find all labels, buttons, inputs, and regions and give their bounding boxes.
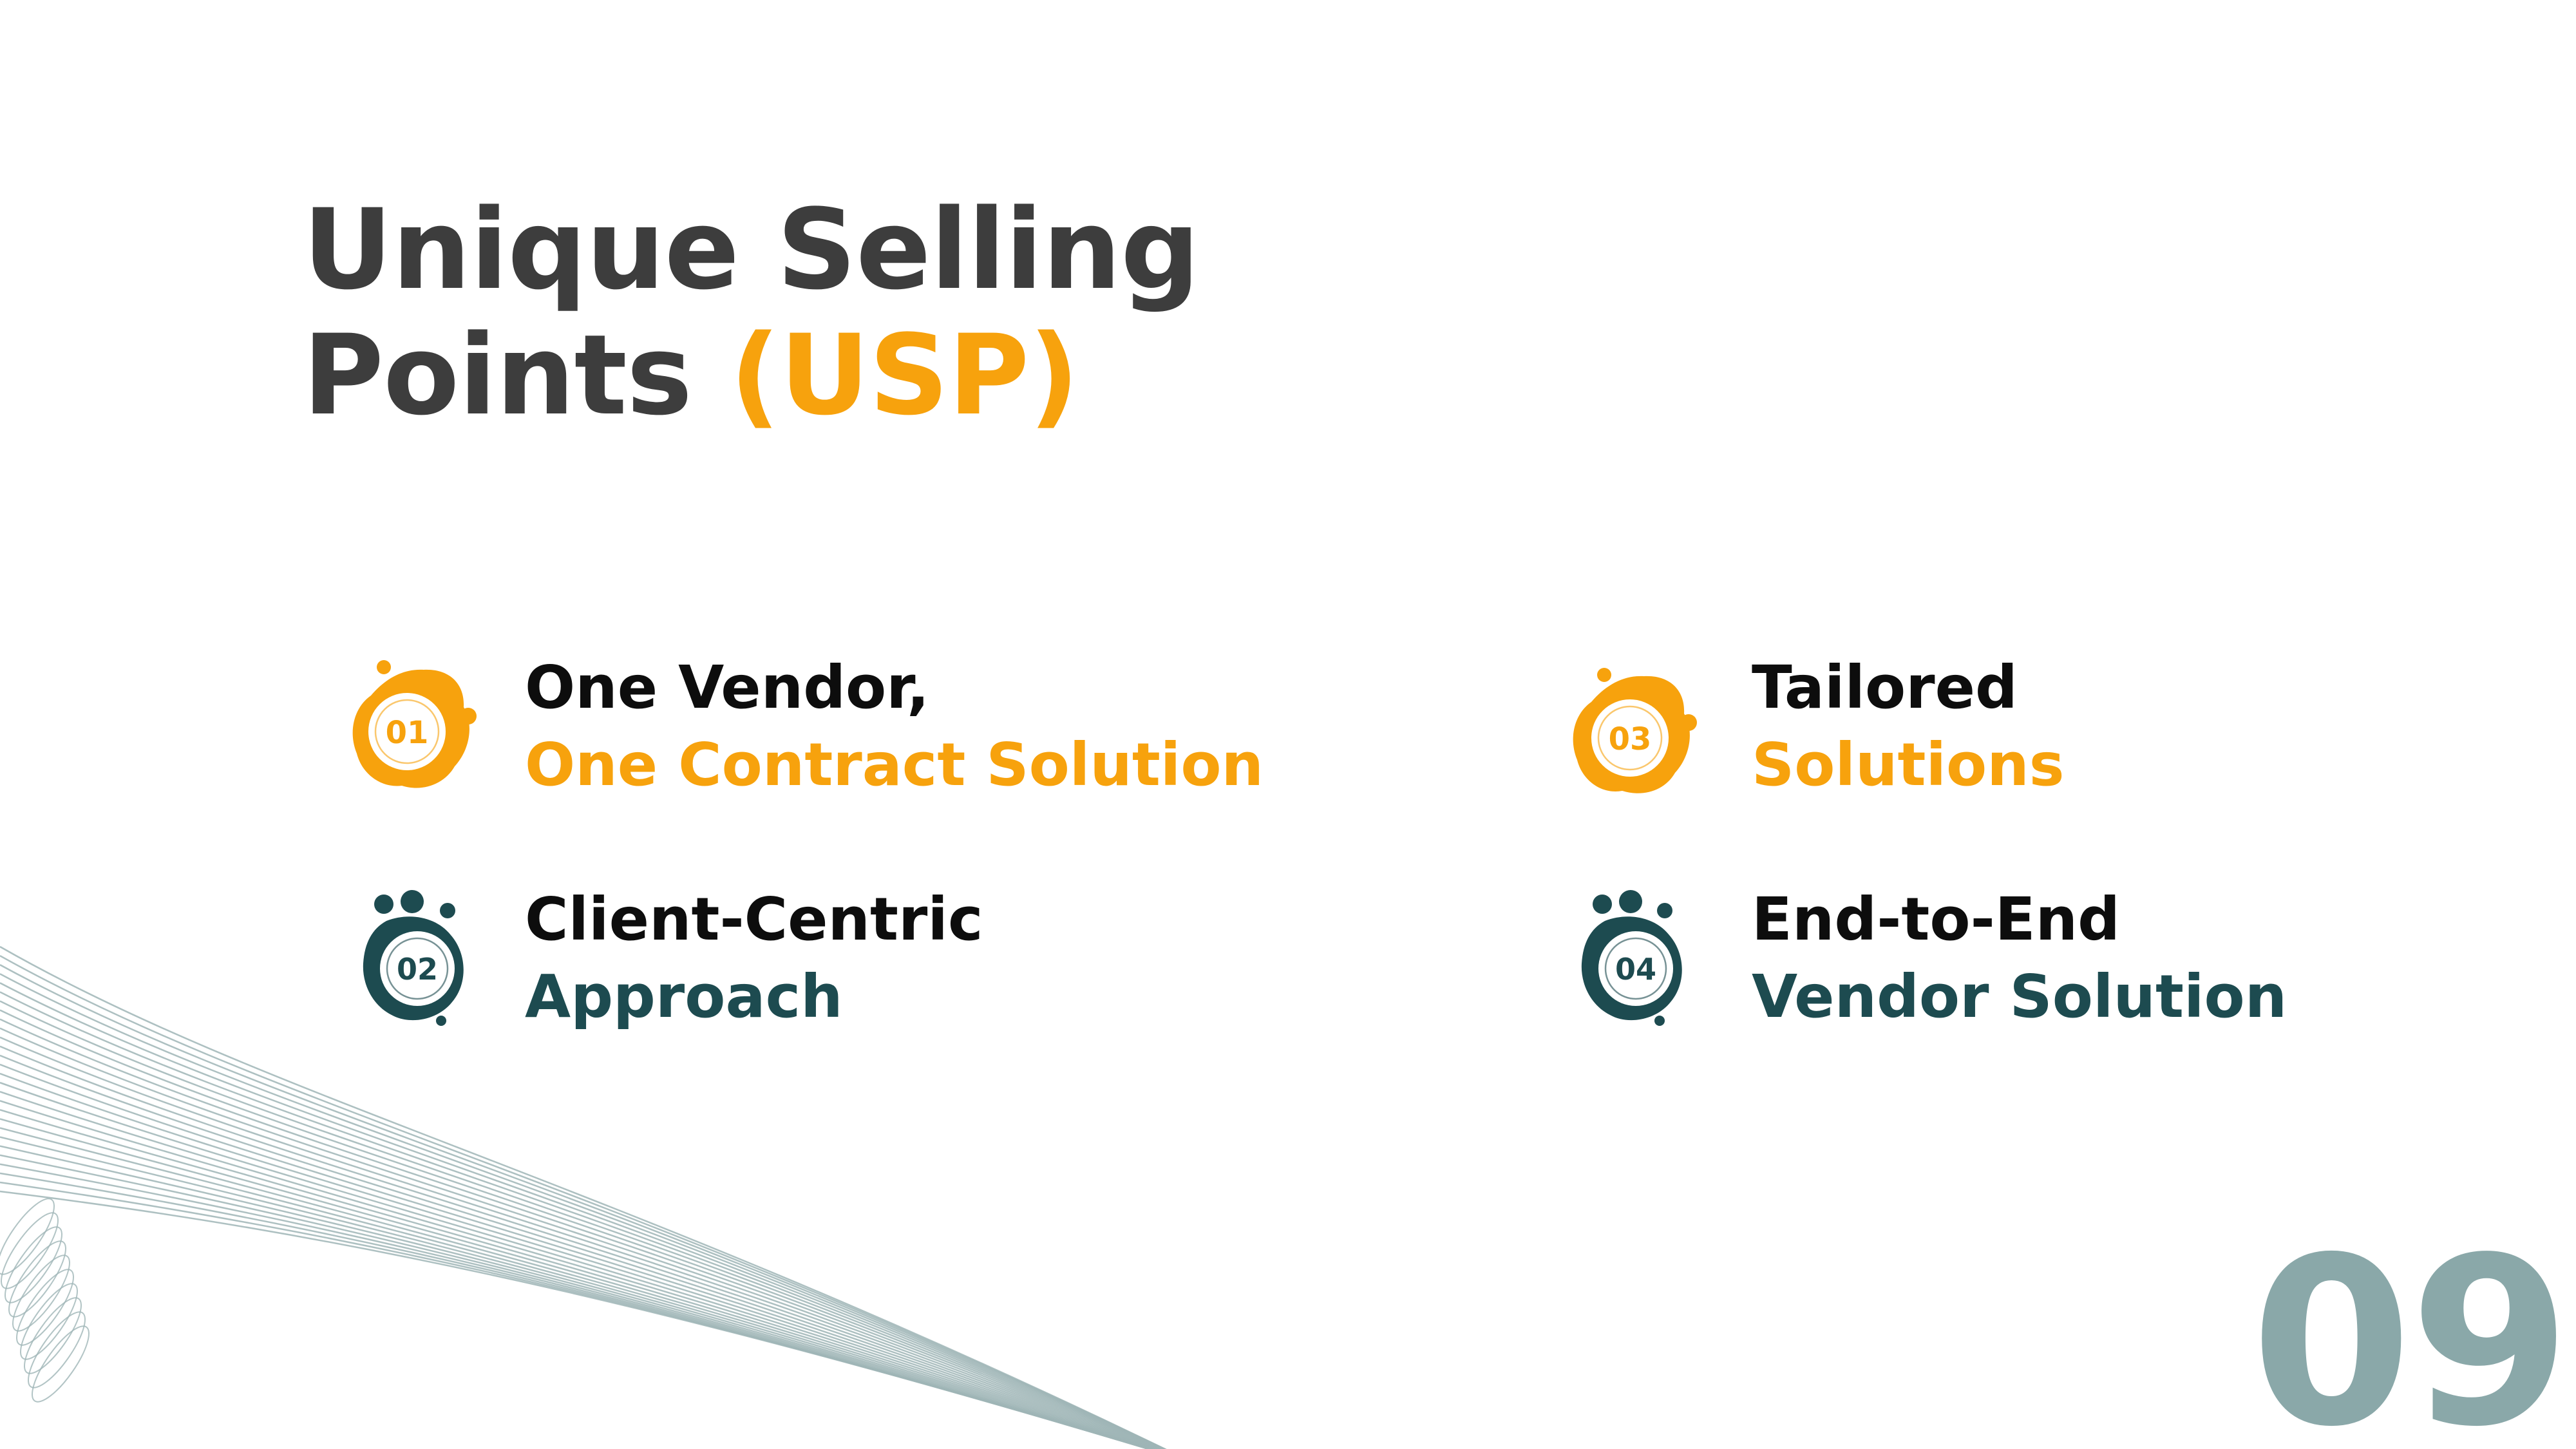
badge-number: 02 [397,952,438,987]
wave-line [0,1118,1155,1449]
wave-coil [31,1325,90,1403]
usp-text: Client-Centric Approach [525,881,983,1036]
wave-line [0,1109,1155,1449]
wave-coil [12,1255,71,1332]
badge-teal-icon: 04 [1581,890,1682,1026]
usp-line-1: Client-Centric [525,885,983,954]
wave-line [0,1018,1164,1449]
badge-number: 03 [1609,721,1652,757]
wave-line [0,973,1166,1449]
wave-line [0,1036,1162,1449]
wave-line [0,1000,1165,1449]
wave-coil [0,1212,59,1289]
usp-line-1: One Vendor, [525,653,930,722]
wave-coil [27,1311,86,1388]
usp-text: One Vendor, One Contract Solution [525,649,1264,804]
page-number: 09 [2251,1208,2571,1449]
wave-line [0,982,1166,1449]
wave-line [0,1072,1159,1449]
decorative-wave-lines [0,945,1167,1449]
wave-coil [23,1297,82,1374]
wave-line [0,945,1167,1449]
wave-coil [4,1226,63,1303]
wave-line [0,1136,1153,1449]
badge-teal-icon: 02 [363,890,464,1026]
title-line-1: Unique Selling [303,185,1200,314]
title-prefix: Points [303,310,692,440]
badge-orange-icon: 01 [352,660,477,788]
badge-number: 01 [386,715,429,751]
wave-coil [0,1198,55,1275]
usp-line-2: Solutions [1752,730,2065,799]
title-accent: (USP) [730,310,1079,440]
wave-line [0,1081,1158,1449]
usp-text: Tailored Solutions [1752,649,2064,804]
wave-line [0,1045,1161,1449]
wave-line [0,1054,1160,1449]
usp-line-2: Vendor Solution [1752,962,2287,1031]
wave-coil [15,1269,75,1346]
wave-line [0,1127,1153,1449]
usp-line-2: Approach [525,962,843,1031]
wave-line [0,1091,1157,1449]
usp-line-1: End-to-End [1752,885,2120,954]
wave-coil [8,1240,67,1318]
wave-line [0,1063,1160,1449]
wave-line [0,1027,1163,1449]
usp-text: End-to-End Vendor Solution [1752,881,2287,1036]
title-line-2: Points (USP) [303,312,1199,438]
wave-line [0,991,1166,1449]
wave-coil [19,1283,79,1360]
badge-number: 04 [1615,952,1656,987]
usp-line-2: One Contract Solution [525,730,1264,799]
wave-line [0,954,1167,1449]
usp-line-1: Tailored [1752,653,2018,722]
wave-line [0,1190,1151,1449]
wave-line [0,1100,1156,1449]
badge-orange-icon: 03 [1573,668,1697,793]
slide-title: Unique Selling Points (USP) [303,185,1200,438]
wave-line [0,1009,1164,1449]
wave-line [0,964,1166,1449]
